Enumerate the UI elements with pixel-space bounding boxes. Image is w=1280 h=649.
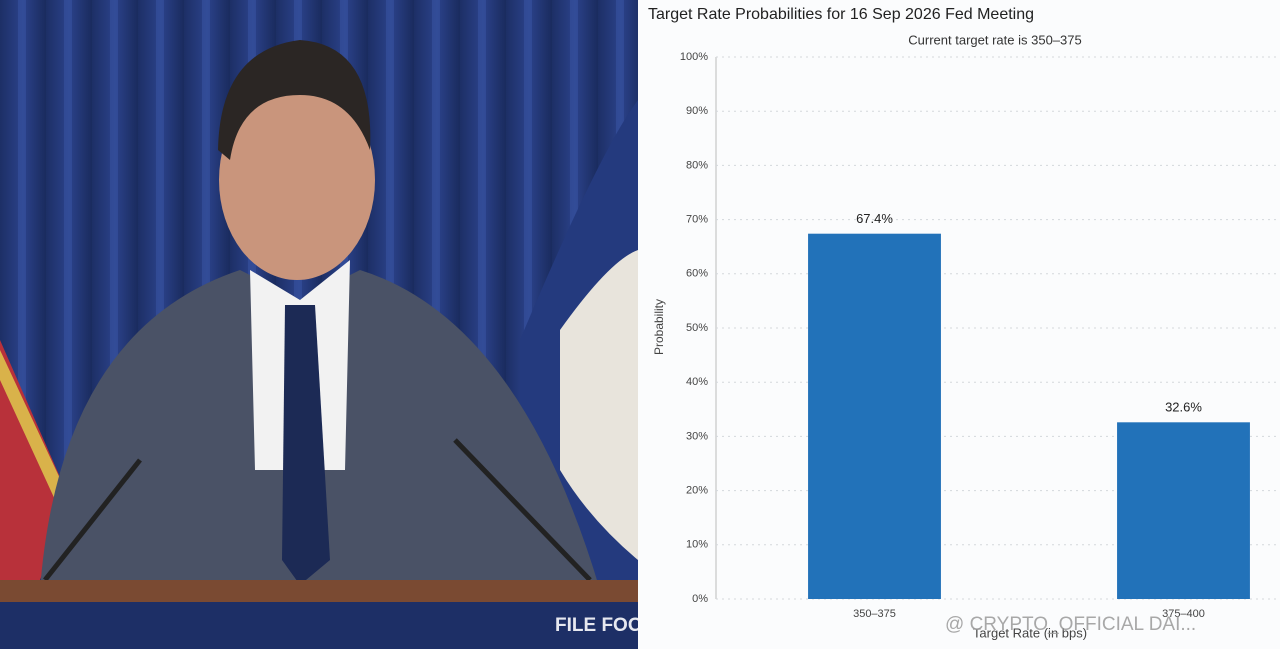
chart-subtitle: Current target rate is 350–375	[908, 32, 1081, 47]
bar	[808, 233, 941, 599]
tie	[282, 305, 330, 585]
data-label: 32.6%	[1165, 400, 1202, 415]
data-label: 67.4%	[856, 211, 893, 226]
y-tick-label: 20%	[686, 485, 708, 497]
microphone	[43, 458, 142, 582]
y-tick-label: 80%	[686, 159, 708, 171]
microphone	[453, 438, 592, 582]
y-tick-label: 90%	[686, 105, 708, 117]
watermark: @ CRYPTO_OFFICIAL DAI...	[945, 614, 1196, 635]
podium	[0, 602, 638, 649]
y-tick-label: 100%	[680, 51, 708, 63]
plot: 0% 10% 20% 30% 40% 50% 60% 70% 80% 90% 100% 350–375…	[680, 51, 1280, 620]
y-axis-label: Probability	[652, 299, 666, 355]
seal-ring	[560, 250, 638, 560]
podium-top	[0, 580, 638, 602]
photo: FILE FOO	[0, 0, 643, 649]
y-tick-label: 30%	[686, 430, 708, 442]
chart-title: Target Rate Probabilities for 16 Sep 202…	[648, 6, 1034, 23]
y-tick-label: 10%	[686, 539, 708, 551]
x-tick-label: 375–400	[1162, 608, 1205, 620]
y-tick-label: 60%	[686, 268, 708, 280]
y-tick-label: 40%	[686, 376, 708, 388]
x-axis-label: Target Rate (in bps)	[973, 625, 1087, 640]
podium-text: FILE FOO	[555, 615, 643, 636]
bar	[1117, 422, 1250, 599]
flag-fringe	[0, 350, 70, 515]
face	[219, 80, 375, 280]
y-tick-label: 0%	[692, 593, 708, 605]
x-tick-label: 350–375	[853, 608, 896, 620]
y-tick-label: 70%	[686, 214, 708, 226]
hair	[218, 40, 371, 160]
y-tick-label: 50%	[686, 322, 708, 334]
